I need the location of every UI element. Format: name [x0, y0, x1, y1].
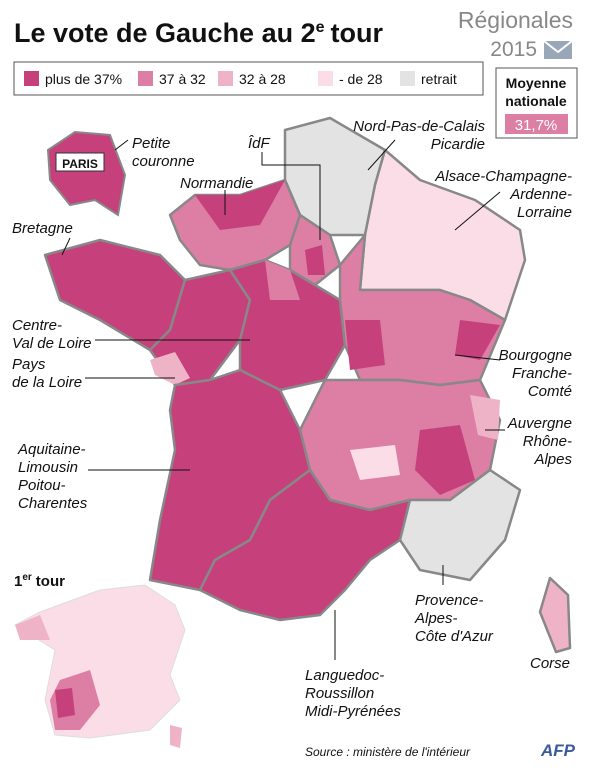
region-label: Franche- [512, 365, 572, 382]
inset-title-main: 1 [14, 573, 22, 590]
region-label: Lorraine [517, 204, 572, 221]
region-label: Languedoc- [305, 667, 384, 684]
region-label: Ardenne- [509, 186, 572, 203]
region-label: Rhône- [523, 433, 572, 450]
average-swatch [505, 114, 568, 134]
paris-inset [46, 130, 127, 217]
legend-swatch [24, 71, 39, 86]
region-label: Nord-Pas-de-Calais [353, 118, 485, 135]
region-label: Corse [530, 655, 570, 672]
department [415, 425, 475, 495]
region-label: Côte d'Azur [415, 628, 494, 645]
legend-swatch [138, 71, 153, 86]
region-label: Poitou- [18, 477, 66, 494]
department [345, 320, 385, 370]
region-label: Bretagne [12, 220, 73, 237]
region-label: Roussillon [305, 685, 374, 702]
envelope-icon [543, 40, 573, 59]
region-label: Aquitaine- [17, 441, 86, 458]
legend-swatch [400, 71, 415, 86]
region-label: Midi-Pyrénées [305, 703, 401, 720]
legend-label: plus de 37% [45, 71, 122, 87]
department [305, 245, 325, 275]
title: Le vote de Gauche au 2e tour [14, 18, 383, 48]
region-label: Alpes [533, 451, 572, 468]
title-sup: e [316, 19, 325, 36]
department [265, 260, 300, 300]
region-label: Auvergne [507, 415, 572, 432]
department [150, 352, 190, 385]
department [470, 395, 500, 440]
region-label: Bourgogne [499, 347, 572, 364]
region-label: Charentes [18, 495, 88, 512]
region-label: PARIS [62, 157, 98, 171]
average-label: Moyenne [506, 75, 567, 91]
region [398, 468, 522, 582]
legend-label: retrait [421, 71, 457, 87]
inset-title-sup: er [22, 572, 32, 583]
source: Source : ministère de l'intérieur [305, 745, 471, 759]
legend-swatch [218, 71, 233, 86]
legend-swatch [318, 71, 333, 86]
map [43, 116, 572, 654]
legend: plus de 37% 37 à 32 32 à 28 - de 28 retrait [24, 71, 457, 87]
average-value: 31,7% [515, 117, 558, 134]
region-label: Picardie [431, 136, 485, 153]
region-label: Petite [132, 135, 170, 152]
credit: AFP [540, 741, 576, 760]
region-label: Limousin [18, 459, 78, 476]
region-label: de la Loire [12, 374, 82, 391]
legend-label: - de 28 [339, 71, 383, 87]
inset-title: 1er tour [14, 572, 65, 590]
department [195, 180, 285, 230]
region-label: ÎdF [248, 135, 271, 152]
region-label: Centre- [12, 317, 62, 334]
legend-label: 37 à 32 [159, 71, 206, 87]
department [455, 320, 500, 360]
series: Régionales [458, 7, 573, 33]
department [350, 445, 400, 480]
inset-title-end: tour [36, 573, 65, 590]
region [198, 468, 412, 622]
leader-lines [61, 139, 505, 660]
average-label: nationale [505, 93, 567, 109]
region-label: Pays [12, 356, 46, 373]
legend-box [13, 61, 484, 96]
region-label: Provence- [415, 592, 483, 609]
region [43, 238, 187, 352]
legend-label: 32 à 28 [239, 71, 286, 87]
average-box [495, 67, 578, 139]
title-main: Le vote de Gauche au 2 [14, 18, 316, 48]
region [538, 576, 572, 654]
title-end: tour [331, 18, 384, 48]
region-label: Alpes- [414, 610, 458, 627]
region-label: Normandie [180, 175, 253, 192]
first-round-inset [13, 584, 186, 748]
region-label: couronne [132, 153, 195, 170]
region-label: Val de Loire [12, 335, 92, 352]
year: 2015 [490, 38, 537, 61]
region-label: Comté [528, 383, 572, 400]
region-label: Alsace-Champagne- [434, 168, 572, 185]
